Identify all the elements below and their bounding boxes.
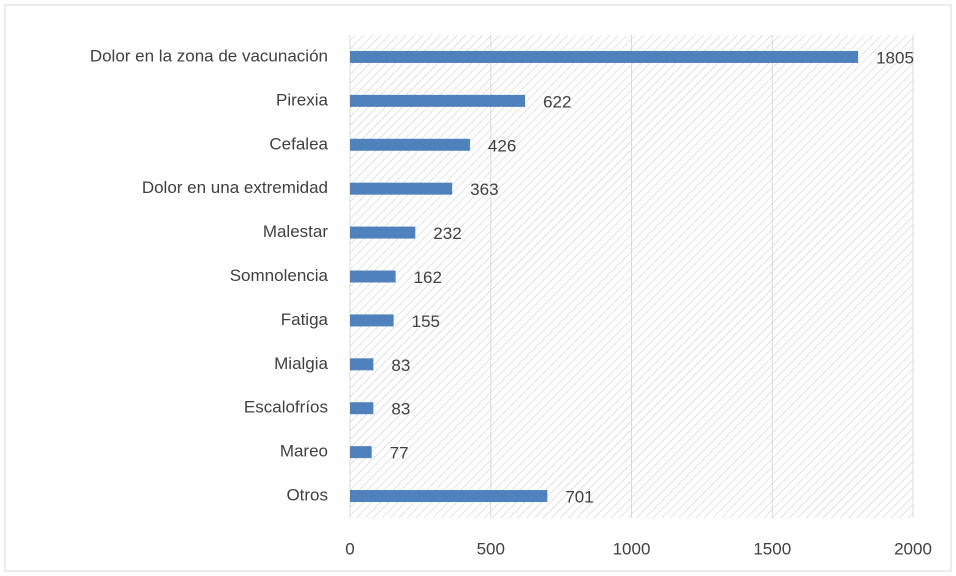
x-tick-label: 0 — [345, 539, 354, 558]
y-tick-label: Mareo — [280, 442, 328, 461]
y-tick-label: Fatiga — [281, 310, 329, 329]
data-label: 77 — [390, 444, 409, 463]
x-tick-label: 1500 — [753, 539, 791, 558]
data-label: 426 — [488, 136, 516, 155]
x-tick-label: 500 — [477, 539, 505, 558]
data-label: 162 — [414, 268, 442, 287]
x-tick-label: 1000 — [613, 539, 651, 558]
data-label: 1805 — [876, 48, 914, 67]
y-tick-label: Dolor en una extremidad — [142, 178, 328, 197]
y-tick-label: Otros — [286, 486, 328, 505]
y-tick-label: Mialgia — [274, 354, 328, 373]
bar — [350, 490, 548, 503]
bar — [350, 50, 859, 63]
bar — [350, 402, 374, 415]
data-label: 232 — [433, 224, 461, 243]
y-tick-label: Cefalea — [269, 134, 328, 153]
bar — [350, 270, 396, 283]
x-tick-label: 2000 — [894, 539, 932, 558]
bar — [350, 446, 372, 459]
y-tick-label: Malestar — [263, 222, 329, 241]
bar — [350, 182, 453, 195]
y-tick-label: Dolor en la zona de vacunación — [90, 46, 328, 65]
data-label: 83 — [391, 356, 410, 375]
bar — [350, 226, 416, 239]
data-label: 701 — [565, 488, 593, 507]
bar — [350, 314, 394, 327]
y-tick-label: Somnolencia — [230, 266, 329, 285]
bar — [350, 94, 526, 107]
y-tick-label: Escalofríos — [244, 398, 328, 417]
y-tick-label: Pirexia — [276, 90, 329, 109]
bar — [350, 138, 470, 151]
data-label: 83 — [391, 400, 410, 419]
data-label: 155 — [412, 312, 440, 331]
data-label: 622 — [543, 92, 571, 111]
data-label: 363 — [470, 180, 498, 199]
bar — [350, 358, 374, 371]
